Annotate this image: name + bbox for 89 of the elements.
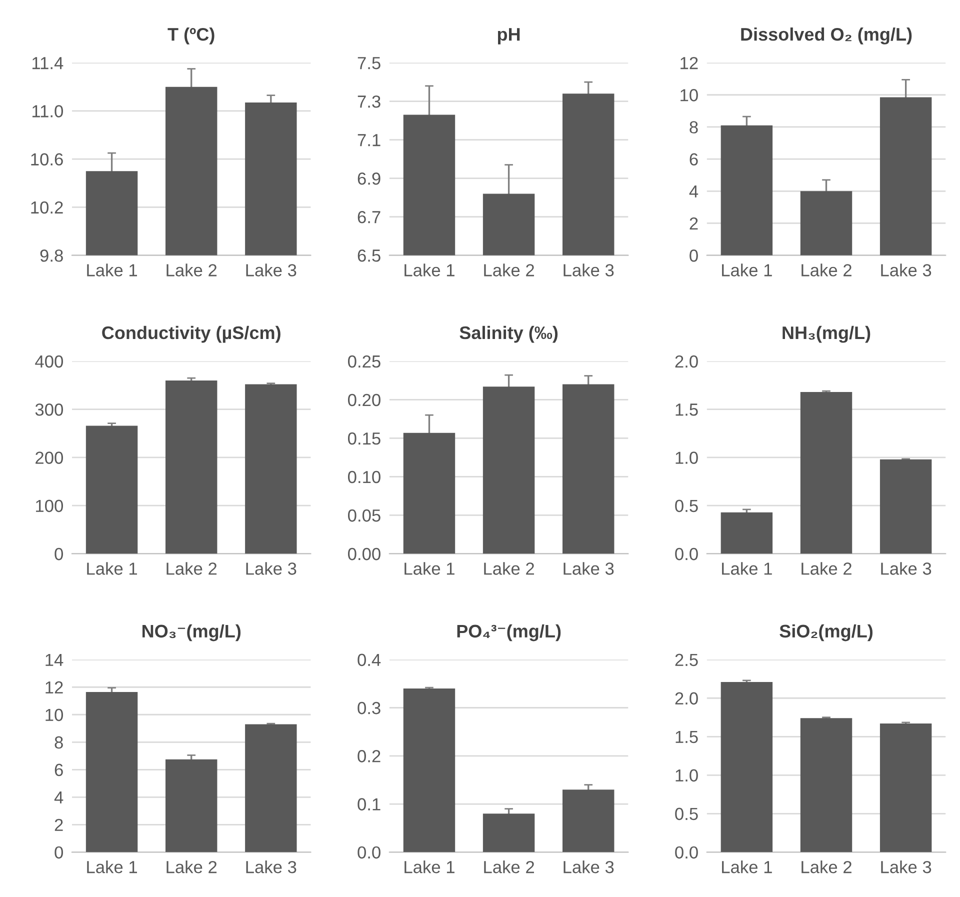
y-tick-label: 200 [36,452,63,464]
y-tick-label: 0.0 [675,846,698,859]
y-tick-label: 1.0 [676,452,698,464]
x-tick-label: Lake 3 [881,562,932,575]
x-tick-label: Lake 1 [722,562,772,575]
chart-title: Dissolved O₂ (mg/L) [741,27,912,44]
y-tick-label: 1.5 [676,730,698,744]
x-tick-label: Lake 3 [564,860,614,874]
chart-title: NO₃⁻(mg/L) [142,624,241,642]
y-tick-label: 2.5 [675,654,698,666]
x-tick-label: Lake 3 [246,264,296,276]
y-tick-label: 10 [46,708,63,722]
y-tick-label: 0.15 [348,432,380,445]
chart-title: pH [498,28,520,44]
y-tick-label: 10.2 [31,201,63,214]
y-tick-label: 12 [46,681,63,694]
y-tick-label: 9.8 [40,249,63,262]
x-tick-label: Lake 2 [166,264,217,276]
y-tick-label: 8 [690,121,698,134]
y-tick-label: 0.5 [675,500,698,512]
y-tick-label: 11.4 [32,57,64,70]
y-tick-label: 0.3 [358,702,380,714]
x-tick-label: Lake 3 [246,562,296,575]
y-tick-label: 6.5 [358,249,380,262]
y-tick-label: 4 [689,185,698,198]
y-tick-label: 400 [35,355,63,368]
x-tick-label: Lake 1 [722,264,772,276]
y-tick-label: 6 [54,764,63,776]
y-tick-label: 0.00 [348,548,380,560]
y-tick-label: 0.25 [348,355,380,368]
y-tick-label: 0.0 [358,846,380,859]
y-tick-label: 10.6 [31,153,63,166]
x-tick-label: Lake 1 [87,264,137,276]
y-tick-label: 2 [54,818,63,831]
y-tick-label: 0.10 [348,470,380,484]
y-tick-label: 0 [690,249,698,262]
y-tick-label: 0.5 [675,808,698,820]
chart-title: Salinity (‰) [460,326,558,343]
x-tick-label: Lake 2 [802,264,852,276]
y-tick-label: 6 [690,153,698,166]
y-tick-label: 1.5 [676,404,698,416]
x-tick-label: Lake 2 [484,562,534,575]
y-tick-label: 14 [46,654,64,666]
y-tick-label: 6.9 [358,172,380,185]
y-tick-label: 0.20 [348,394,380,406]
x-tick-label: Lake 3 [564,264,614,276]
y-tick-label: 100 [36,500,63,512]
y-tick-label: 300 [35,404,63,416]
y-tick-label: 0.4 [358,654,381,666]
x-tick-label: Lake 2 [166,562,217,575]
x-tick-label: Lake 1 [87,860,137,874]
y-tick-label: 0.1 [358,798,380,810]
chart-title: T (ºC) [168,27,214,44]
chart-title: SiO₂(mg/L) [780,624,872,642]
y-tick-label: 0.0 [675,548,698,560]
y-tick-label: 10 [680,89,698,102]
y-tick-label: 7.3 [358,95,380,108]
y-tick-label: 0.05 [348,509,380,522]
x-tick-label: Lake 2 [802,562,852,575]
x-tick-label: Lake 2 [802,860,852,874]
y-tick-label: 0 [54,846,63,859]
x-tick-label: Lake 1 [404,562,454,575]
x-tick-label: Lake 1 [404,264,454,276]
y-tick-label: 11.0 [32,105,63,118]
chart-title: NH₃(mg/L) [782,326,870,343]
y-tick-label: 8 [54,736,63,749]
chart-title: PO₄³⁻(mg/L) [457,624,561,642]
y-tick-label: 2.0 [675,692,698,705]
x-tick-label: Lake 3 [881,264,932,276]
y-tick-label: 0.2 [358,750,380,762]
x-tick-label: Lake 3 [881,860,932,874]
y-tick-label: 0 [54,548,63,560]
x-tick-label: Lake 1 [87,562,137,575]
y-tick-label: 6.7 [358,210,380,224]
y-tick-label: 2 [690,217,698,230]
y-tick-label: 4 [54,791,64,804]
x-tick-label: Lake 3 [564,562,614,575]
chart-title: Conductivity (µS/cm) [102,326,280,343]
x-tick-label: Lake 2 [484,264,534,276]
y-tick-label: 2.0 [675,355,698,368]
x-tick-label: Lake 1 [404,860,454,874]
x-tick-label: Lake 1 [722,860,772,874]
y-tick-label: 12 [680,56,698,70]
y-tick-label: 7.5 [358,57,380,70]
y-tick-label: 1.0 [676,769,698,782]
y-tick-label: 7.1 [358,134,380,146]
x-tick-label: Lake 2 [484,860,534,874]
x-tick-label: Lake 3 [246,860,296,874]
x-tick-label: Lake 2 [166,860,217,874]
